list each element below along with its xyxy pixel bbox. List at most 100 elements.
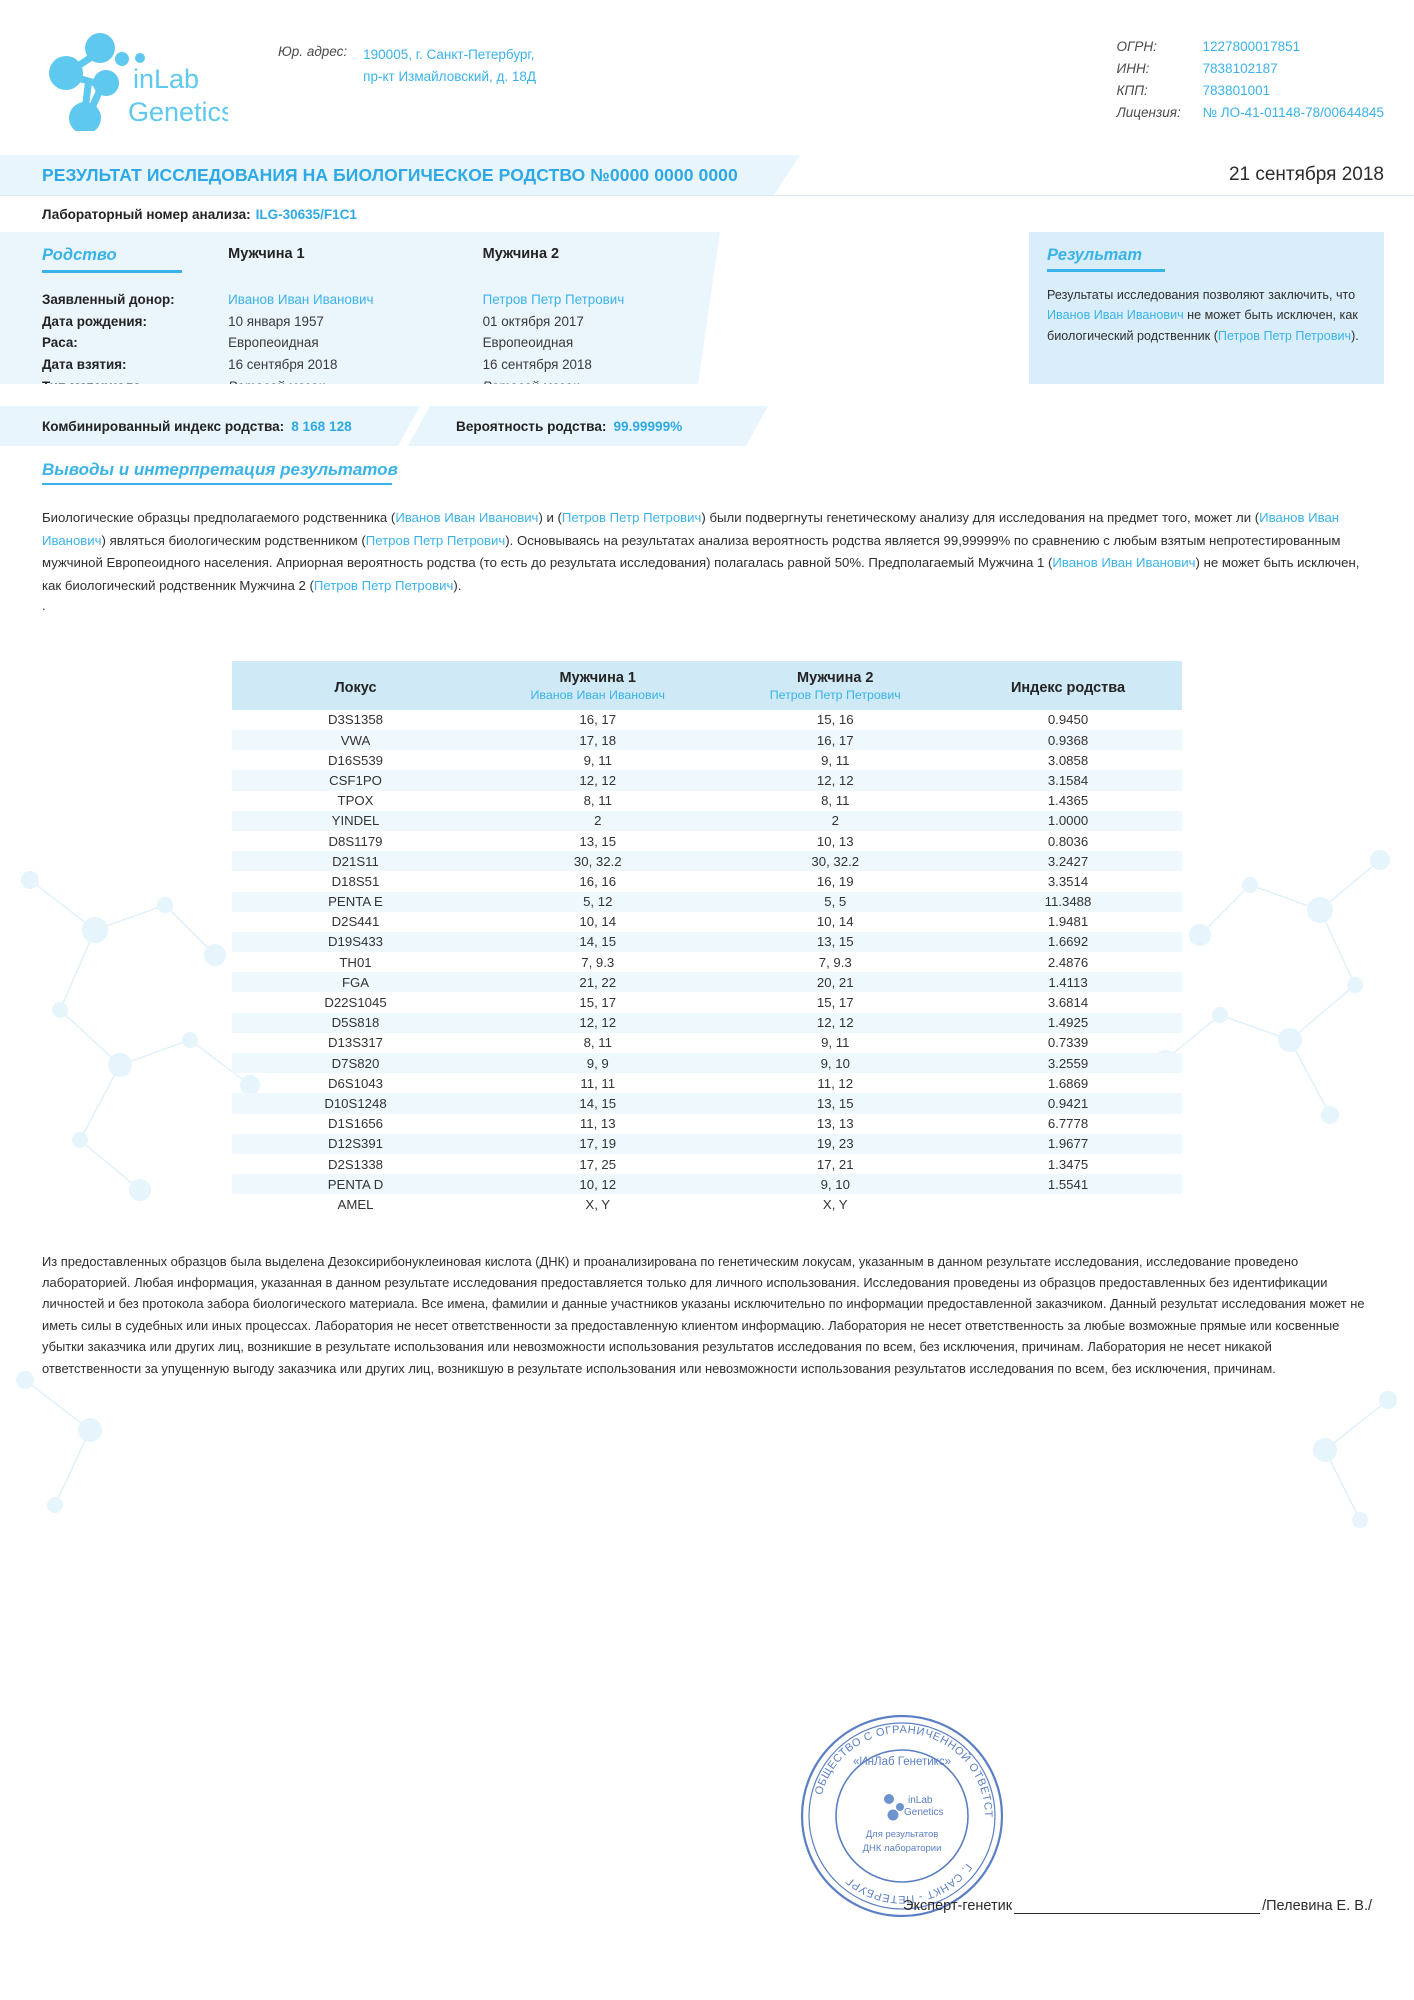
registry-row-inn: ИНН: 7838102187 xyxy=(1117,58,1384,80)
man1-cell: 14, 15 xyxy=(579,1095,617,1111)
locus-cell: D18S51 xyxy=(331,873,380,889)
kinship-row-race: Раса: Европеоидная Европеоидная xyxy=(42,332,720,354)
locus-cell: CSF1PO xyxy=(329,772,382,788)
man1-cell: 9, 11 xyxy=(583,752,612,768)
man2-cell: 12, 12 xyxy=(816,1015,854,1031)
index-cell: 1.9677 xyxy=(1047,1136,1089,1152)
man2-cell: 10, 13 xyxy=(816,833,854,849)
index-cell: 1.6692 xyxy=(1047,934,1089,950)
kinship-rows: Заявленный донор: Иванов Иван Иванович П… xyxy=(42,289,720,398)
index-cell: 0.9421 xyxy=(1047,1095,1089,1111)
loci-table: Локус Мужчина 1 Иванов Иван Иванович Муж… xyxy=(232,660,1182,1215)
index-cell: 1.6869 xyxy=(1047,1075,1089,1091)
concl-name-4: Петров Петр Петрович xyxy=(365,532,506,548)
index-cell: 1.5541 xyxy=(1047,1176,1089,1192)
row-value-man2: Петров Петр Петрович xyxy=(482,292,625,307)
locus-cell: D2S1338 xyxy=(328,1156,383,1172)
man1-cell: 14, 15 xyxy=(579,934,617,950)
registry-row-ogrn: ОГРН: 1227800017851 xyxy=(1117,36,1384,58)
locus-cell: D12S391 xyxy=(328,1136,383,1152)
index-cell: 3.2559 xyxy=(1047,1055,1089,1071)
legal-address-block: Юр. адрес: 190005, г. Санкт-Петербург, п… xyxy=(278,22,698,89)
locus-cell: VWA xyxy=(340,732,371,748)
signature-area: ОБЩЕСТВО С ОГРАНИЧЕННОЙ ОТВЕТСТВЕННОСТЬЮ… xyxy=(0,1709,1414,1942)
locus-cell: D10S1248 xyxy=(324,1095,387,1111)
concl-b: ) и ( xyxy=(538,510,562,525)
index-cell: 1.0000 xyxy=(1047,813,1089,829)
registry-row-license: Лицензия: № ЛО-41-01148-78/00644845 xyxy=(1117,102,1384,124)
row-label: Заявленный донор: xyxy=(42,292,175,307)
man2-cell: 17, 21 xyxy=(816,1156,854,1172)
man1-cell: 8, 11 xyxy=(583,793,612,809)
locus-cell: D3S1358 xyxy=(328,712,383,728)
header-locus: Локус xyxy=(232,660,479,710)
table-row: D2S441 10, 14 10, 14 1.9481 xyxy=(232,912,1182,932)
man1-cell: 2 xyxy=(594,813,602,829)
locus-cell: D7S820 xyxy=(331,1055,380,1071)
locus-cell: D2S441 xyxy=(331,914,380,930)
table-row: D3S1358 16, 17 15, 16 0.9450 xyxy=(232,710,1182,730)
inn-value: 7838102187 xyxy=(1202,60,1278,76)
index-cell: 0.9450 xyxy=(1047,712,1089,728)
combined-index-value: 8 168 128 xyxy=(291,418,352,434)
disclaimer-text: Из предоставленных образцов была выделен… xyxy=(42,1253,1365,1376)
index-cell: 0.8036 xyxy=(1047,833,1089,849)
concl-f: ) не может быть исключен, как биологичес… xyxy=(42,555,1360,594)
index-cell: 1.9481 xyxy=(1047,914,1089,930)
document-header: inLab Genetics Юр. адрес: 190005, г. Сан… xyxy=(0,0,1414,131)
table-row: D5S818 12, 12 12, 12 1.4925 xyxy=(232,1012,1182,1033)
svg-text:Для результатов: Для результатов xyxy=(866,1829,939,1840)
man1-cell: 7, 9.3 xyxy=(581,954,615,970)
row-value-man2: 01 октября 2017 xyxy=(482,313,584,329)
table-row: D19S433 14, 15 13, 15 1.6692 xyxy=(232,931,1182,953)
result-title-underline xyxy=(1047,269,1165,272)
man1-cell: 9, 9 xyxy=(586,1055,609,1071)
result-text-part2: не может быть исключен, как биологически… xyxy=(1047,308,1358,343)
official-stamp-icon: ОБЩЕСТВО С ОГРАНИЧЕННОЙ ОТВЕТСТВЕННОСТЬЮ… xyxy=(795,1709,1004,1918)
combined-index-block: Комбинированный индекс родства: 8 168 12… xyxy=(0,406,420,446)
locus-cell: D1S1656 xyxy=(328,1116,383,1132)
man2-cell: 7, 9.3 xyxy=(818,954,852,970)
kinship-section-title-wrap: Родство xyxy=(42,246,228,273)
index-cell: 1.4925 xyxy=(1047,1015,1089,1031)
table-row: PENTA E 5, 12 5, 5 11.3488 xyxy=(232,891,1182,912)
man2-cell: 15, 17 xyxy=(816,995,854,1011)
row-value-man2: Ротовой мазок xyxy=(482,378,579,394)
man2-cell: 5, 5 xyxy=(824,894,847,910)
ogrn-label: ОГРН: xyxy=(1116,39,1157,54)
result-text-part3: ). xyxy=(1351,328,1359,343)
conclusions-underline xyxy=(42,483,392,485)
man1-cell: 13, 15 xyxy=(579,833,617,849)
locus-cell: D8S1179 xyxy=(328,833,383,849)
probability-value: 99.99999% xyxy=(613,418,683,434)
man2-cell: 16, 19 xyxy=(816,873,854,889)
table-row: D16S539 9, 11 9, 11 3.0858 xyxy=(232,750,1182,770)
report-date: 21 сентября 2018 xyxy=(1228,164,1384,185)
index-cell: 3.1584 xyxy=(1047,772,1089,788)
table-row: YINDEL 2 2 1.0000 xyxy=(232,810,1182,831)
table-row: FGA 21, 22 20, 21 1.4113 xyxy=(232,972,1182,993)
license-value: № ЛО-41-01148-78/00644845 xyxy=(1202,104,1384,120)
man2-cell: 13, 15 xyxy=(816,1095,854,1111)
column-header-man1: Мужчина 1 xyxy=(228,246,305,262)
inlab-genetics-logo-icon: inLab Genetics xyxy=(49,33,228,131)
registry-block: ОГРН: 1227800017851 ИНН: 7838102187 КПП:… xyxy=(1117,22,1384,123)
table-row: TH01 7, 9.3 7, 9.3 2.4876 xyxy=(232,952,1182,972)
info-strip: Родство Мужчина 1 Мужчина 2 Заявленный д… xyxy=(0,232,1414,384)
address-line-1: 190005, г. Санкт-Петербург, xyxy=(363,47,535,62)
index-cell: 3.6814 xyxy=(1047,995,1089,1011)
kinship-panel: Родство Мужчина 1 Мужчина 2 Заявленный д… xyxy=(0,232,720,384)
loci-table-wrapper: Локус Мужчина 1 Иванов Иван Иванович Муж… xyxy=(232,660,1182,1215)
man2-cell: 8, 11 xyxy=(821,793,850,809)
man2-cell: 19, 23 xyxy=(816,1136,854,1152)
inn-label: ИНН: xyxy=(1116,60,1150,76)
row-label: Тип материала: xyxy=(42,378,146,394)
loci-table-head: Локус Мужчина 1 Иванов Иван Иванович Муж… xyxy=(232,660,1182,710)
column-header-man2: Мужчина 2 xyxy=(482,246,560,262)
concl-name-2: Петров Петр Петрович xyxy=(561,510,702,525)
svg-text:«ИнЛаб Генетикс»: «ИнЛаб Генетикс» xyxy=(853,1756,951,1768)
man2-cell: 13, 13 xyxy=(816,1116,854,1132)
man1-cell: 12, 12 xyxy=(579,772,617,788)
locus-cell: D5S818 xyxy=(331,1015,380,1031)
